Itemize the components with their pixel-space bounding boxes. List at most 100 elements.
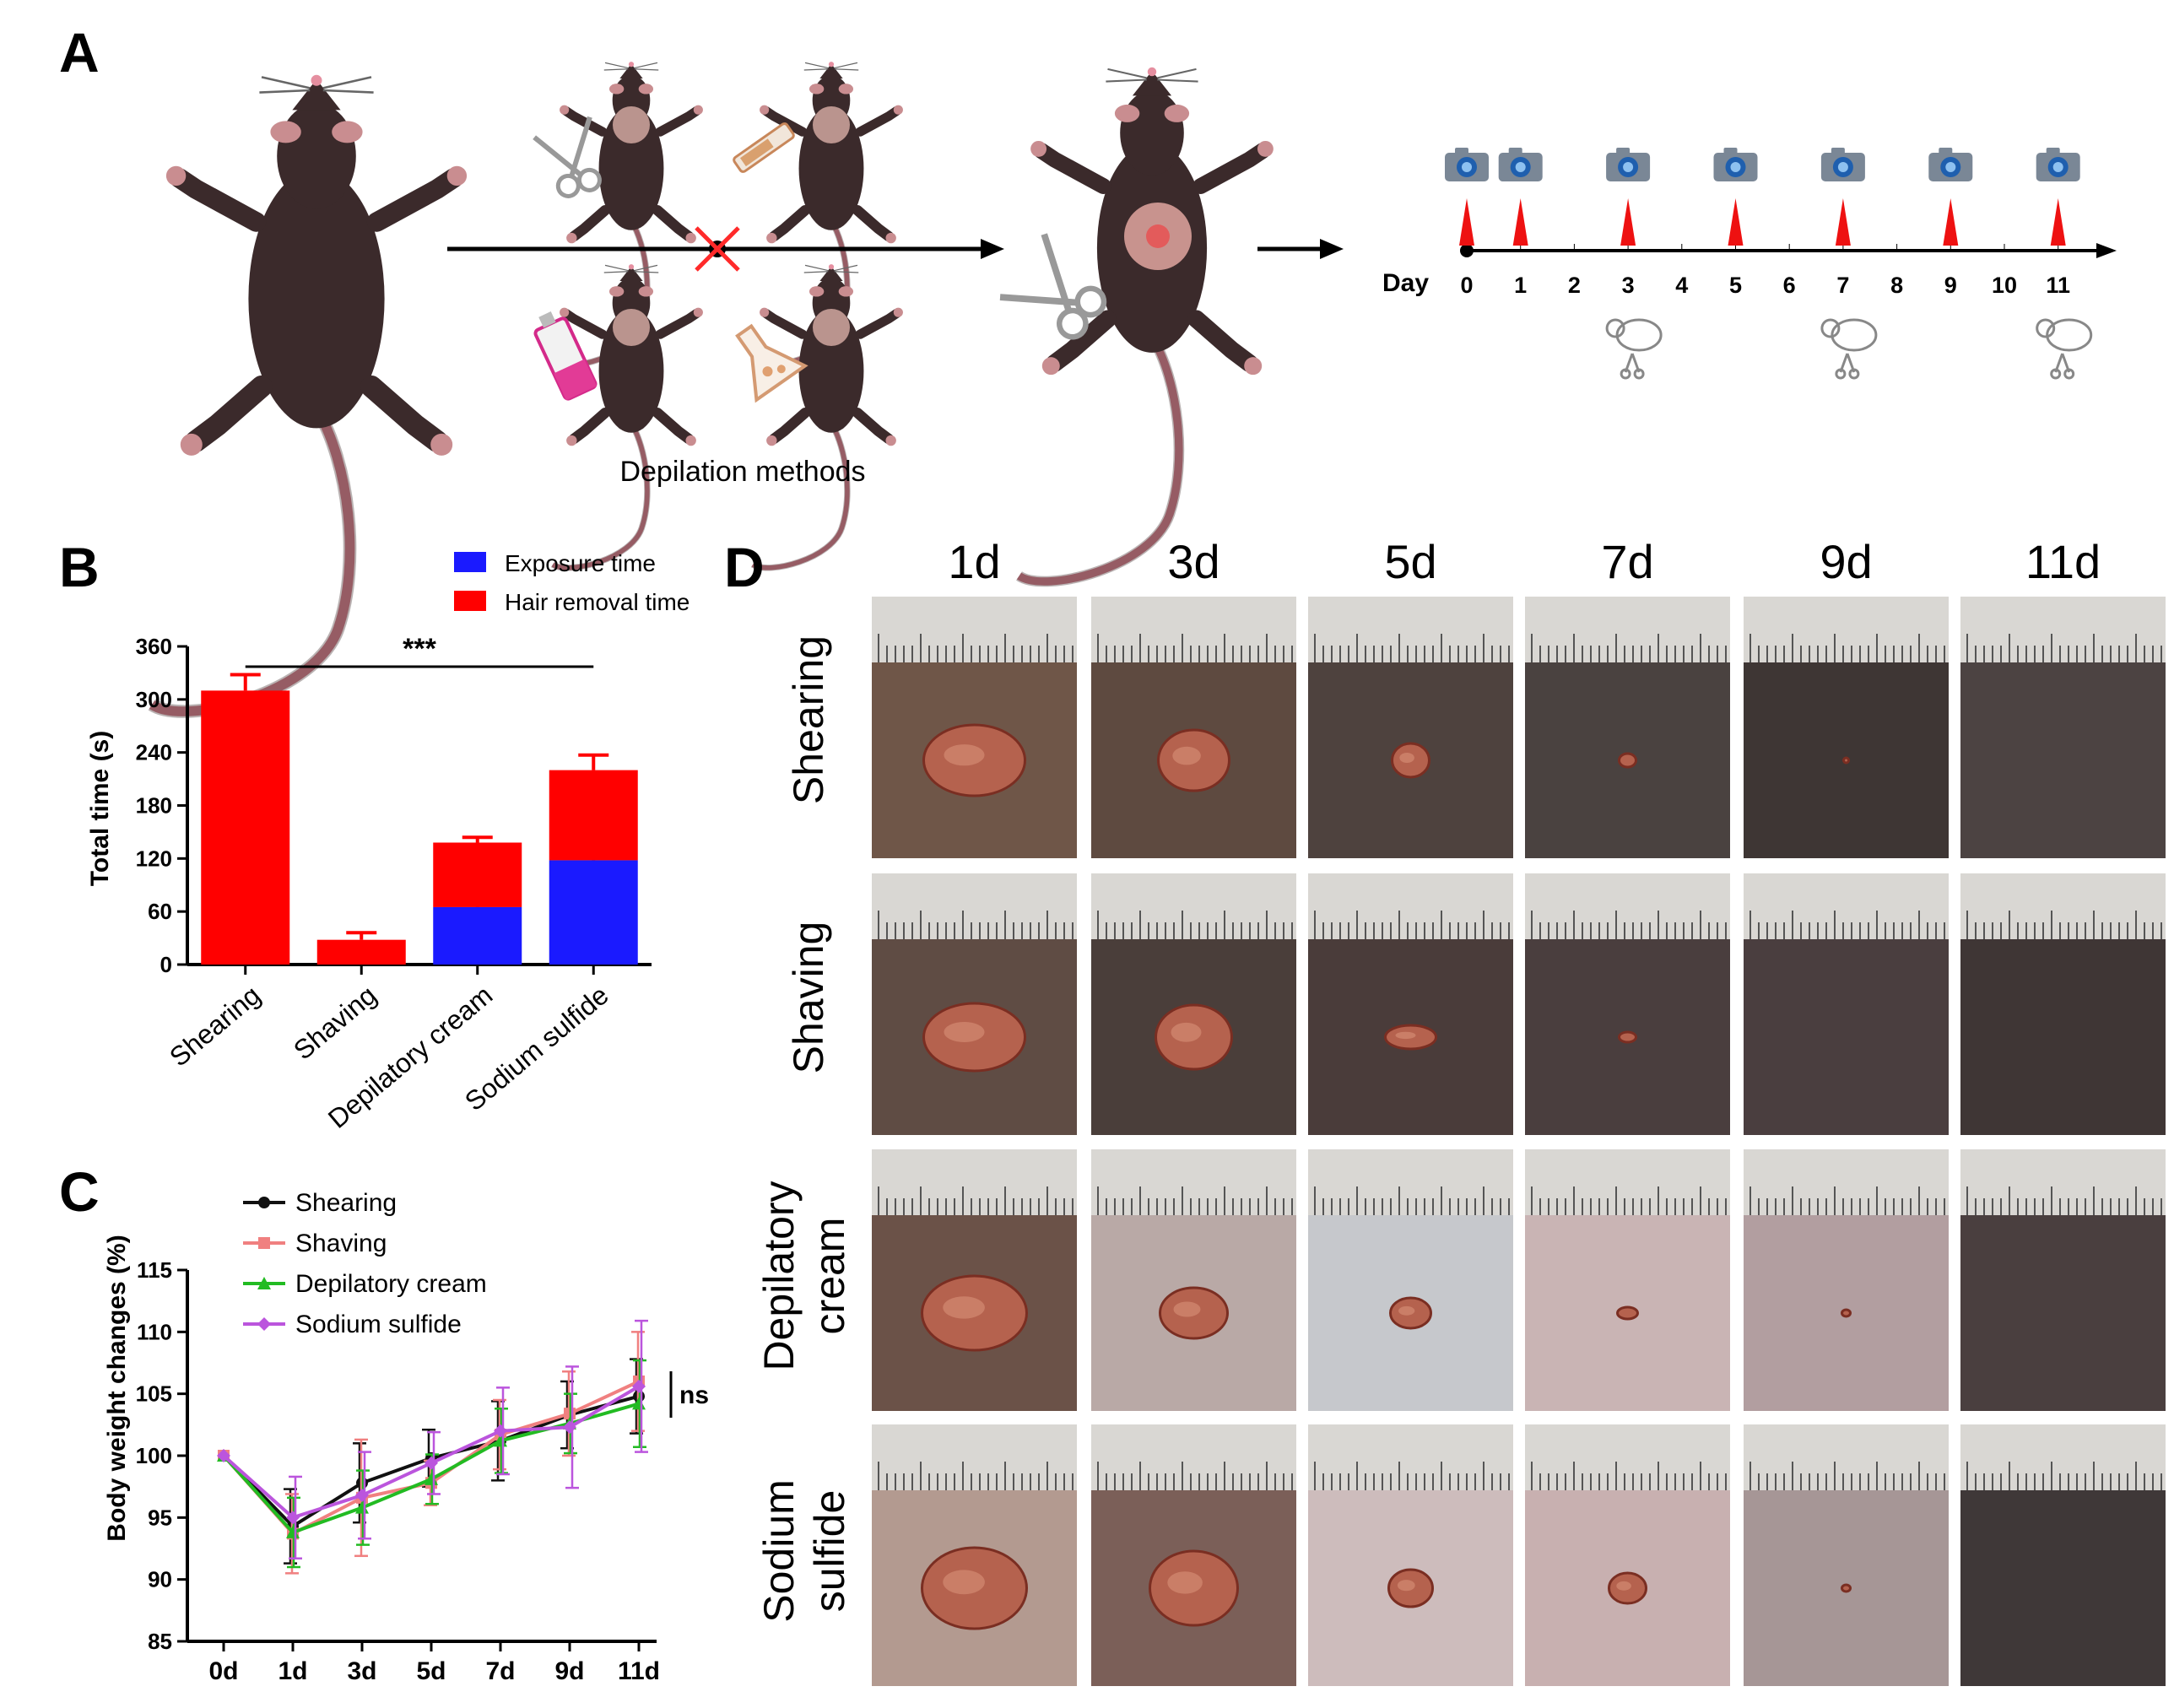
ruler-strip — [1960, 597, 2166, 662]
x-tick-label-b: Shaving — [288, 980, 382, 1066]
day-label: 8 — [1890, 273, 1903, 298]
legend-swatch-hair-removal — [454, 591, 486, 611]
column-header-3d: 3d — [1167, 535, 1219, 588]
wound-photo — [1960, 597, 2166, 858]
legend-label-exposure: Exposure time — [505, 550, 656, 576]
razor-icon — [733, 122, 795, 173]
ruler-strip — [1525, 597, 1730, 662]
bar-hair-removal — [549, 770, 638, 861]
day-label: 6 — [1783, 273, 1796, 298]
ruler-strip — [1960, 1149, 2166, 1215]
wound-photo — [872, 1149, 1077, 1411]
legend-label-sodium: Sodium sulfide — [295, 1311, 462, 1338]
wound-photo — [1744, 1424, 1949, 1686]
ruler-strip — [1525, 1149, 1730, 1215]
bar-exposure — [549, 860, 638, 965]
wound-highlight — [944, 744, 985, 766]
ruler-strip — [1308, 597, 1513, 662]
photo-marker — [1620, 198, 1636, 246]
panel-a: A — [59, 21, 2117, 711]
y-tick-label-b: 60 — [148, 899, 172, 924]
y-tick-label-b: 240 — [136, 740, 172, 765]
photo-marker — [1459, 198, 1474, 246]
photo-marker — [1512, 198, 1528, 246]
wound-highlight — [1616, 1581, 1631, 1591]
row-header-depilatory: Depilatory — [755, 1181, 803, 1370]
panel-c: C Shearing Shaving Depilatory cream Sodium … — [59, 1160, 709, 1685]
timeline-day-label: Day — [1382, 269, 1429, 297]
wound-photo — [1525, 1424, 1730, 1686]
wound-area — [1842, 756, 1850, 765]
point-sodium — [632, 1379, 646, 1393]
point-sodium — [425, 1456, 438, 1470]
wound-highlight — [1399, 753, 1414, 763]
photo-marker — [1835, 198, 1851, 246]
depilation-caption: Depilation methods — [619, 456, 865, 488]
wound-highlight — [1171, 1022, 1202, 1042]
panel-letter-a: A — [59, 21, 100, 84]
x-tick-label-c: 9d — [554, 1657, 584, 1685]
day-label: 11 — [2046, 273, 2070, 298]
wound-highlight — [943, 1570, 985, 1595]
experiment-timeline: Day 0 1 2 3 4 5 6 7 8 9 10 11 — [1382, 148, 2117, 380]
photo-marker — [1943, 198, 1959, 246]
x-tick-label-b: Shearing — [164, 980, 266, 1073]
legend-marker-shaving — [258, 1237, 270, 1249]
ruler-strip — [1744, 1424, 1949, 1490]
y-tick-label-b: 0 — [160, 952, 172, 977]
legend-marker-depilatory — [257, 1277, 271, 1289]
ruler-strip — [1308, 1424, 1513, 1490]
row-headers: Shearing Shaving Depilatory cream Sodium… — [755, 635, 853, 1623]
wound-highlight — [944, 1022, 985, 1042]
y-axis-label-b: Total time (s) — [86, 731, 114, 886]
column-header-7d: 7d — [1601, 535, 1653, 588]
mouse-illustration — [152, 75, 467, 711]
y-tick-label-c: 105 — [136, 1381, 172, 1407]
sacrifice-mouse-icon — [2036, 318, 2093, 380]
panel-b: B Exposure time Hair removal time Total … — [59, 536, 690, 1134]
legend-c: Shearing Shaving Depilatory cream Sodium su… — [243, 1189, 487, 1338]
day-label: 3 — [1622, 273, 1635, 298]
camera-icon — [2036, 148, 2080, 181]
wound-highlight — [1167, 1571, 1203, 1594]
legend-b: Exposure time Hair removal time — [454, 550, 690, 615]
ruler-strip — [1308, 873, 1513, 939]
x-tick-label-c: 11d — [618, 1657, 660, 1685]
day-label: 10 — [1992, 273, 2017, 298]
ruler-strip — [1525, 1424, 1730, 1490]
wound-highlight — [1395, 1031, 1416, 1040]
x-tick-label-c: 0d — [208, 1657, 238, 1685]
wound-photo — [1525, 597, 1730, 858]
bar-exposure — [433, 906, 522, 965]
day-label: 0 — [1460, 273, 1473, 298]
cross-arrows-icon — [695, 226, 740, 272]
wound-area — [1616, 1305, 1639, 1321]
wound-photo — [1308, 1149, 1513, 1411]
wound-area — [1841, 1583, 1852, 1593]
legend-swatch-exposure — [454, 552, 486, 572]
flask-icon — [735, 323, 808, 403]
ruler-strip — [1744, 873, 1949, 939]
row-header-shearing: Shearing — [785, 635, 832, 804]
photo-marker — [2050, 198, 2066, 246]
wound-highlight — [1173, 1301, 1201, 1317]
legend-label-shearing: Shearing — [295, 1189, 397, 1217]
ruler-strip — [872, 1424, 1077, 1490]
wound-photo — [872, 1424, 1077, 1686]
day-label: 5 — [1729, 273, 1742, 298]
wound-photo — [1091, 1424, 1296, 1686]
legend-label-hair-removal: Hair removal time — [505, 589, 690, 615]
y-tick-label-b: 360 — [136, 634, 172, 659]
day-label: 4 — [1675, 273, 1688, 298]
y-tick-label-b: 180 — [136, 793, 172, 819]
bar-hair-removal — [201, 690, 290, 965]
bar-hair-removal — [316, 939, 406, 965]
legend-marker-shearing — [258, 1197, 270, 1208]
sacrifice-mouse-icon — [1605, 318, 1663, 380]
y-tick-label-c: 95 — [148, 1505, 172, 1530]
legend-label-shaving: Shaving — [295, 1230, 387, 1257]
panel-letter-d: D — [724, 536, 765, 598]
wound-photo — [1308, 597, 1513, 858]
point-sodium — [286, 1511, 300, 1525]
day-label: 9 — [1944, 273, 1957, 298]
